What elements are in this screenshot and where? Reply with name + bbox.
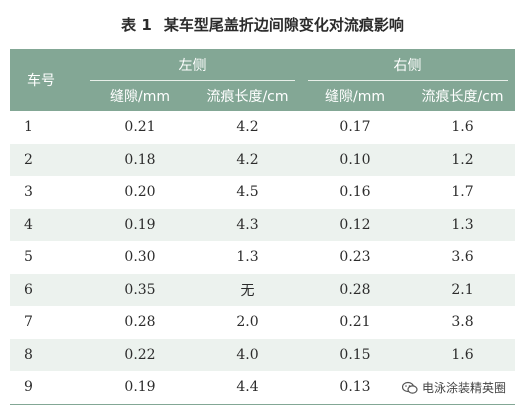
right-gap-cell: 0.17 (339, 119, 371, 136)
right-trace-cell: 1.7 (451, 184, 474, 201)
table-header: 车号 左侧 右侧 缝隙/mm 流痕长度/cm 缝隙/mm 流痕长度/cm (10, 49, 515, 111)
header-left-gap: 缝隙/mm (110, 88, 170, 105)
right-gap-cell: 0.23 (339, 249, 371, 266)
right-trace-cell: 1.3 (451, 216, 474, 233)
left-trace-cell: 4.5 (236, 184, 259, 201)
header-divider-left (90, 80, 295, 81)
header-car-number: 车号 (27, 73, 55, 89)
right-trace-cell: 3.8 (451, 314, 474, 331)
right-gap-cell: 0.21 (339, 314, 371, 331)
car-number-cell: 8 (24, 346, 33, 363)
left-gap-cell: 0.35 (124, 281, 156, 298)
left-gap-cell: 0.20 (124, 184, 156, 201)
left-trace-cell: 4.0 (236, 346, 259, 363)
car-number-cell: 1 (24, 119, 33, 136)
right-trace-cell: 1.2 (451, 151, 474, 168)
right-trace-cell: 3.6 (451, 249, 474, 266)
wechat-icon (402, 381, 418, 394)
left-gap-cell: 0.22 (124, 346, 156, 363)
header-left-trace-length: 流痕长度/cm (206, 88, 289, 105)
left-gap-cell: 0.19 (124, 379, 156, 396)
left-gap-cell: 0.19 (124, 216, 156, 233)
table-caption: 表 1 某车型尾盖折边间隙变化对流痕影响 (0, 14, 525, 35)
car-number-cell: 2 (24, 151, 33, 168)
right-trace-cell: 1.6 (451, 119, 474, 136)
header-divider-right (308, 80, 508, 81)
car-number-cell: 3 (24, 184, 33, 201)
header-right-trace-length: 流痕长度/cm (421, 88, 504, 105)
car-number-cell: 5 (24, 249, 33, 266)
watermark: 电泳涂装精英圈 (398, 377, 511, 398)
right-gap-cell: 0.10 (339, 151, 371, 168)
header-right-group: 右侧 (393, 57, 422, 74)
table-row: 6 0.35 无 0.28 2.1 (10, 273, 515, 306)
header-right-gap: 缝隙/mm (325, 88, 385, 105)
caption-title: 某车型尾盖折边间隙变化对流痕影响 (163, 16, 404, 34)
data-table: 车号 左侧 右侧 缝隙/mm 流痕长度/cm 缝隙/mm 流痕长度/cm 1 0.… (10, 49, 515, 405)
right-gap-cell: 0.13 (339, 379, 371, 396)
left-trace-cell: 4.2 (236, 119, 259, 136)
car-number-cell: 4 (24, 216, 33, 233)
right-gap-cell: 0.28 (339, 281, 371, 298)
right-trace-cell: 2.1 (451, 281, 474, 298)
table-row: 3 0.20 4.5 0.16 1.7 (10, 176, 515, 209)
left-gap-cell: 0.30 (124, 249, 156, 266)
left-trace-cell: 4.4 (236, 379, 259, 396)
left-trace-cell: 无 (240, 282, 255, 299)
left-trace-cell: 1.3 (236, 249, 259, 266)
watermark-text: 电泳涂装精英圈 (422, 381, 507, 395)
car-number-cell: 7 (24, 314, 33, 331)
left-trace-cell: 4.2 (236, 151, 259, 168)
right-trace-cell: 1.6 (451, 346, 474, 363)
left-gap-cell: 0.18 (124, 151, 156, 168)
left-gap-cell: 0.28 (124, 314, 156, 331)
header-left-group: 左侧 (178, 57, 207, 74)
table-row: 9 0.19 4.4 0.13 (10, 371, 515, 404)
table-row: 8 0.22 4.0 0.15 1.6 (10, 338, 515, 371)
table-row: 7 0.28 2.0 0.21 3.8 (10, 306, 515, 339)
table-row: 4 0.19 4.3 0.12 1.3 (10, 208, 515, 241)
car-number-cell: 6 (24, 281, 33, 298)
car-number-cell: 9 (24, 379, 33, 396)
caption-label: 表 1 (121, 16, 152, 34)
left-trace-cell: 4.3 (236, 216, 259, 233)
table-bottom-rule (10, 403, 515, 405)
table-row: 1 0.21 4.2 0.17 1.6 (10, 111, 515, 144)
table-row: 2 0.18 4.2 0.10 1.2 (10, 143, 515, 176)
table-row: 5 0.30 1.3 0.23 3.6 (10, 241, 515, 274)
right-gap-cell: 0.16 (339, 184, 371, 201)
table-body: 1 0.21 4.2 0.17 1.6 2 0.18 4.2 0.10 1.2 3 0.20 4.5 0.… (10, 111, 515, 404)
left-gap-cell: 0.21 (124, 119, 156, 136)
left-trace-cell: 2.0 (236, 314, 259, 331)
right-gap-cell: 0.12 (339, 216, 371, 233)
right-gap-cell: 0.15 (339, 346, 371, 363)
